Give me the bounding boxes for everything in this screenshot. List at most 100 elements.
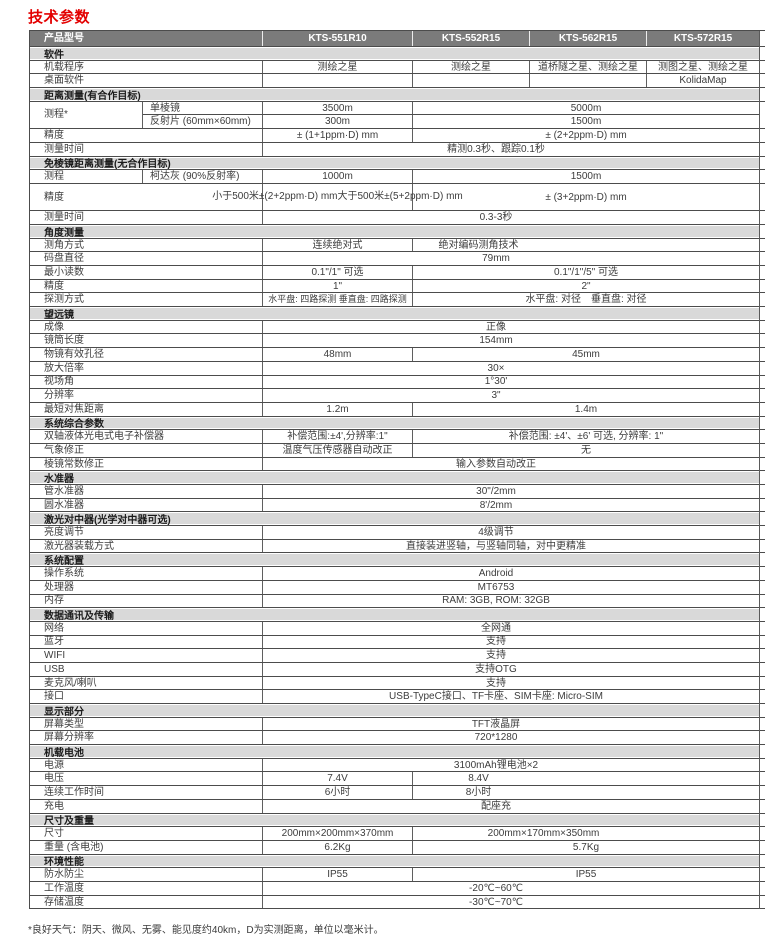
table-row: 充电 配座充 (30, 799, 765, 814)
spec-value-cell: 6小时 (263, 786, 413, 799)
spec-label-cell: 物镜有效孔径 (30, 348, 263, 361)
table-row: 放大倍率 30× (30, 361, 765, 376)
section-title: 软件 (30, 48, 759, 61)
spec-value-cell: USB-TypeC接口、TF卡座、SIM卡座: Micro-SIM (389, 691, 603, 703)
spec-value-cell: 79mm (482, 253, 510, 265)
table-row: 棱镜常数修正 输入参数自动改正 (30, 457, 765, 472)
spec-label-cell: 最短对焦距离 (30, 402, 263, 416)
section-row: 免棱镜距离测量(无合作目标) (30, 157, 765, 170)
spec-value-cell: 7.4V (263, 772, 413, 786)
spec-value-cell: KolidaMap (679, 75, 727, 87)
table-row: 精度 ± (1+1ppm·D) mm ± (2+2ppm·D) mm (30, 129, 765, 143)
spec-value-cell: 5000m (570, 102, 602, 114)
table-row: 蓝牙 支持 (30, 635, 765, 650)
spec-label-cell: 测程 (30, 170, 143, 183)
spec-value-line: 大于500米±(5+2ppm·D) mm (337, 191, 463, 203)
spec-label-cell: 精度 (30, 129, 263, 142)
section-title: 系统综合参数 (30, 417, 759, 430)
spec-label-cell: 重量 (含电池) (30, 840, 263, 854)
table-row: 处理器 MT6753 (30, 580, 765, 595)
table-row: 内存 RAM: 3GB, ROM: 32GB (30, 594, 765, 609)
spec-value-line: 小于500米±(2+2ppm·D) mm (212, 191, 338, 203)
spec-value-cell: 直接装进竖轴，与竖轴同轴，对中更精准 (406, 540, 586, 552)
table-row: 测角方式 连续绝对式 绝对编码测角技术 (30, 238, 765, 253)
column-header-cell: KTS-572R15 (647, 31, 759, 46)
spec-value-cell: 输入参数自动改正 (456, 458, 536, 470)
table-right-border (759, 31, 760, 910)
spec-value-cell: TFT液晶屏 (471, 718, 521, 730)
spec-value-cell: 连续绝对式 (263, 238, 413, 252)
spec-value-cell: 2" (581, 280, 591, 292)
table-row-group: 测程* 单棱镜 3500m 5000m 反射片 (60mm×60mm) 300m 1500m (30, 101, 765, 130)
table-row: 麦克风/喇叭 支持 (30, 676, 765, 691)
table-row: 接口 USB-TypeC接口、TF卡座、SIM卡座: Micro-SIM (30, 690, 765, 705)
section-title: 角度测量 (30, 225, 759, 239)
table-row: 管水准器 30"/2mm (30, 485, 765, 499)
table-row: 分辨率 3" (30, 389, 765, 403)
spec-label-cell: WIFI (30, 649, 263, 662)
spec-value-cell: 1500m (570, 116, 602, 128)
spec-label-cell: 放大倍率 (30, 361, 263, 375)
spec-label-cell: USB (30, 662, 263, 676)
section-row: 机载电池 (30, 745, 765, 759)
spec-label-cell: 尺寸 (30, 827, 263, 840)
spec-value-cell: 45mm (572, 349, 600, 360)
section-row: 水准器 (30, 471, 765, 485)
table-row: 操作系统 Android (30, 567, 765, 581)
spec-label-cell: 屏幕类型 (30, 717, 263, 731)
spec-label-cell: 柯达灰 (90%反射率) (143, 170, 263, 183)
column-header-cell: KTS-562R15 (530, 31, 647, 46)
spec-value-cell: 3100mAh锂电池×2 (453, 759, 539, 771)
table-row: 双轴液体光电式电子补偿器 补偿范围:±4',分辨率:1" 补偿范围: ±4'、±6'… (30, 430, 765, 444)
spec-label-cell: 反射片 (60mm×60mm) (143, 115, 263, 129)
section-title: 距离测量(有合作目标) (30, 89, 759, 102)
spec-label-cell: 屏幕分辨率 (30, 731, 263, 745)
spec-value-cell: 720*1280 (474, 732, 518, 744)
table-row: 气象修正 温度气压传感器自动改正 无 (30, 443, 765, 458)
spec-label-cell: 激光器装载方式 (30, 539, 263, 553)
spec-value-cell: 道桥隧之星、测绘之星 (530, 60, 647, 74)
table-row: 桌面软件 KolidaMap (30, 74, 765, 89)
spec-value-cell: 小于500米±(2+2ppm·D) mm 大于500米±(5+2ppm·D) mm (212, 183, 463, 211)
spec-value-cell: 测绘之星 (413, 60, 530, 74)
spec-value-cell: 3" (491, 390, 501, 402)
column-header-cell: KTS-551R10 (263, 31, 413, 46)
table-row: 屏幕分辨率 720*1280 (30, 731, 765, 746)
spec-label-cell: 圆水准器 (30, 498, 263, 512)
section-title: 数据通讯及传输 (30, 609, 759, 622)
spec-value-cell: -30℃~70℃ (469, 896, 523, 908)
spec-label-cell: 测量时间 (30, 142, 263, 156)
spec-label-cell: 内存 (30, 594, 263, 608)
spec-value-cell (413, 74, 530, 88)
page-title: 技术参数 (28, 9, 91, 26)
section-row: 望远镜 (30, 307, 765, 321)
spec-value-cell: ± (2+2ppm·D) mm (545, 129, 627, 141)
table-row: 屏幕类型 TFT液晶屏 (30, 717, 765, 732)
spec-label-cell: 接口 (30, 690, 263, 704)
section-title: 望远镜 (30, 308, 759, 321)
spec-value-cell: 水平盘: 对径 垂直盘: 对径 (525, 294, 647, 306)
spec-label-cell: 棱镜常数修正 (30, 457, 263, 471)
table-row: 最短对焦距离 1.2m 1.4m (30, 402, 765, 417)
table-sub-row: 单棱镜 3500m 5000m (143, 101, 759, 116)
spec-label-cell: 分辨率 (30, 389, 263, 402)
section-title: 尺寸及重量 (30, 814, 759, 827)
spec-value-cell: 精测0.3秒、跟踪0.1秒 (447, 143, 545, 155)
footnote: *良好天气：阴天、微风、无雾、能见度约40km，D为实测距离，单位以毫米计。 (28, 925, 384, 936)
spec-value-cell: 0.1"/1" 可选 (263, 266, 413, 279)
spec-value-cell: 1" (263, 279, 413, 293)
spec-value-cell: 200mm×200mm×370mm (263, 827, 413, 840)
spec-label-cell: 蓝牙 (30, 635, 263, 649)
section-row: 显示部分 (30, 704, 765, 718)
spec-value-cell: -20℃~60℃ (469, 882, 523, 894)
spec-label-cell: 成像 (30, 320, 263, 334)
spec-value-cell: 30× (487, 362, 505, 374)
spec-label-cell: 码盘直径 (30, 252, 263, 266)
spec-value-cell: 30"/2mm (476, 485, 516, 497)
spec-value-cell: 154mm (479, 335, 513, 347)
spec-value-cell: RAM: 3GB, ROM: 32GB (442, 595, 550, 607)
table-row: 激光器装载方式 直接装进竖轴，与竖轴同轴，对中更精准 (30, 539, 765, 554)
spec-value-cell: 200mm×170mm×350mm (487, 828, 600, 840)
spec-value-cell: 1000m (263, 170, 413, 183)
table-row: 工作温度 -20℃~60℃ (30, 881, 765, 896)
